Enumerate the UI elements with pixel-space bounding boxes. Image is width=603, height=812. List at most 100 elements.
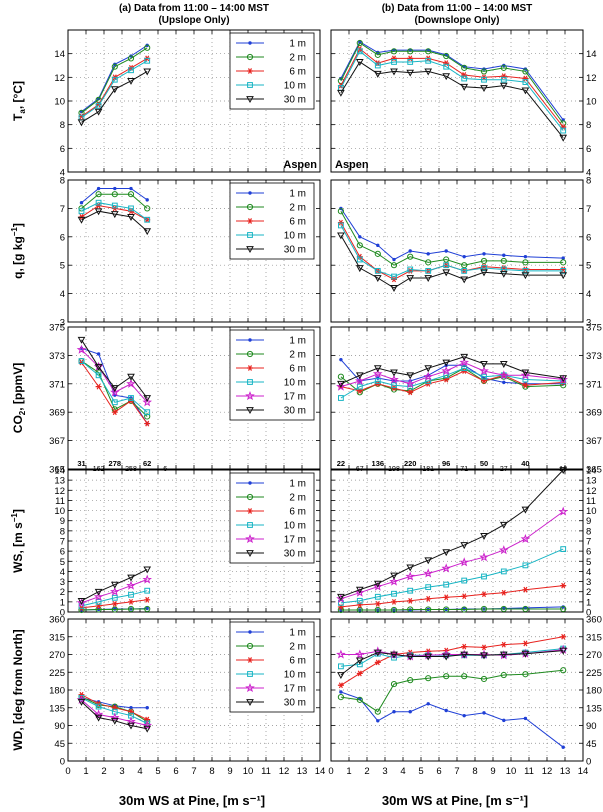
- co2-panel-right: 3653673693713733752267136198220181967150…: [330, 323, 602, 476]
- ta-ytick-label-right: 8: [586, 120, 591, 131]
- ws-ytick-label: 0: [60, 608, 65, 619]
- right-x-axis-label: 30m WS at Pine, [m s⁻¹]: [382, 793, 528, 808]
- q-panel-right: 3 4 5 6 7 8: [330, 176, 591, 329]
- q-left-point: [78, 208, 85, 215]
- xtick-label: 13: [560, 766, 571, 777]
- ws-ytick-label-right: 1: [586, 597, 591, 608]
- ta-right-point: [337, 89, 345, 97]
- q-ytick-label: 6: [60, 232, 65, 243]
- q-right-point: [461, 267, 468, 274]
- co2-right-point: [442, 359, 451, 367]
- wd-ytick-label-right: 45: [586, 739, 597, 750]
- co2-left-point: [96, 352, 101, 356]
- co2-ytick-label: 373: [49, 351, 65, 362]
- ws-right-series-line: [340, 608, 564, 611]
- xtick-label: 2: [364, 766, 369, 777]
- xtick-label: 7: [191, 766, 196, 777]
- ws-left-point: [95, 598, 102, 605]
- co2-right-point: [407, 389, 414, 396]
- co2-legend-box: [229, 329, 315, 421]
- wd-right-point: [337, 694, 344, 701]
- co2-left-point: [126, 378, 136, 388]
- q-legend-marker: [246, 203, 254, 211]
- ws-right-point: [461, 577, 468, 584]
- co2-right-point: [336, 381, 346, 391]
- wd-right-point: [356, 696, 363, 703]
- wd-left-point: [143, 725, 152, 733]
- co2-ytick-label-right: 365: [586, 465, 602, 476]
- wd-right-point: [424, 653, 433, 661]
- wd-left-point: [110, 717, 119, 725]
- ws-legend-marker: [246, 493, 254, 501]
- ws-legend-label: 10 m: [284, 521, 306, 532]
- ws-right-point: [479, 552, 489, 562]
- co2-left-point: [94, 363, 103, 371]
- ta-right-point: [522, 79, 529, 85]
- q-right-point: [374, 250, 381, 257]
- ta-left-series-line: [81, 60, 148, 119]
- co2-legend-label: 30 m: [284, 406, 306, 417]
- wd-y-axis-label: WD, [deg from North]: [11, 629, 25, 750]
- ws-right-point: [500, 605, 507, 613]
- co2-left-point: [142, 397, 152, 407]
- ws-right-point: [423, 568, 433, 578]
- ws-right-point: [356, 606, 363, 614]
- ws-right-point: [355, 586, 364, 594]
- ws-ytick-label-right: 3: [586, 577, 591, 588]
- q-right-point: [444, 249, 448, 253]
- ws-ytick-label: 2: [60, 587, 65, 598]
- ta-right-point: [407, 55, 414, 62]
- q-right-point: [461, 262, 468, 269]
- co2-right-point: [480, 361, 488, 368]
- ws-right-point: [502, 606, 506, 611]
- co2-legend-marker: [247, 365, 253, 371]
- ws-legend-marker: [247, 522, 253, 528]
- ws-ytick-label-right: 9: [586, 516, 591, 527]
- ta-right-point: [522, 75, 529, 82]
- wd-left-point: [77, 698, 86, 706]
- ta-panel-right: 4 6 8 10 12 14 Aspen: [330, 29, 597, 179]
- ws-right-point: [373, 581, 383, 591]
- co2-right-point: [374, 378, 381, 384]
- q-ytick-label: 3: [60, 318, 65, 329]
- ws-right-point: [355, 587, 365, 597]
- wd-legend-label: 6 m: [289, 656, 306, 667]
- ws-legend-marker: [246, 550, 254, 558]
- co2-right-sample-count: 50: [480, 459, 488, 468]
- ta-right-series-line: [340, 41, 564, 121]
- q-right-point: [500, 257, 507, 265]
- wd-right-series-line: [340, 636, 564, 686]
- xtick-label: 0: [65, 766, 70, 777]
- co2-y-axis-label: CO2, [ppmV]: [11, 363, 27, 433]
- q-legend-label: 2 m: [289, 203, 306, 214]
- q-panel-left: 3 4 5 6 7 8 1 m 2 m 6 m 10 m 30 m: [60, 176, 321, 329]
- wd-right-series-line: [340, 650, 564, 676]
- ta-legend-marker: [246, 96, 254, 104]
- wd-right-point: [390, 680, 398, 688]
- ta-right-point: [500, 76, 507, 83]
- ws-right-series-line: [340, 548, 564, 604]
- ta-right-point: [356, 39, 363, 47]
- q-left-point: [144, 216, 151, 223]
- ws-right-point: [500, 568, 507, 575]
- q-right-point: [376, 243, 380, 248]
- q-left-point: [143, 228, 152, 236]
- xtick-label: 14: [315, 766, 326, 777]
- ta-left-series-line: [81, 47, 148, 114]
- co2-left-point: [77, 336, 86, 344]
- co2-right-point: [479, 365, 489, 376]
- ws-right-point: [443, 594, 450, 601]
- wd-right-point: [500, 641, 507, 648]
- q-left-point: [113, 186, 117, 191]
- ta-left-point: [143, 68, 152, 76]
- ws-right-point: [407, 597, 414, 604]
- co2-right-point: [459, 357, 469, 367]
- q-ytick-label-right: 4: [586, 289, 591, 300]
- wd-right-point: [559, 647, 568, 655]
- wd-right-point: [461, 643, 468, 650]
- xtick-label: 12: [542, 766, 553, 777]
- ws-ytick-label-right: 14: [586, 466, 597, 477]
